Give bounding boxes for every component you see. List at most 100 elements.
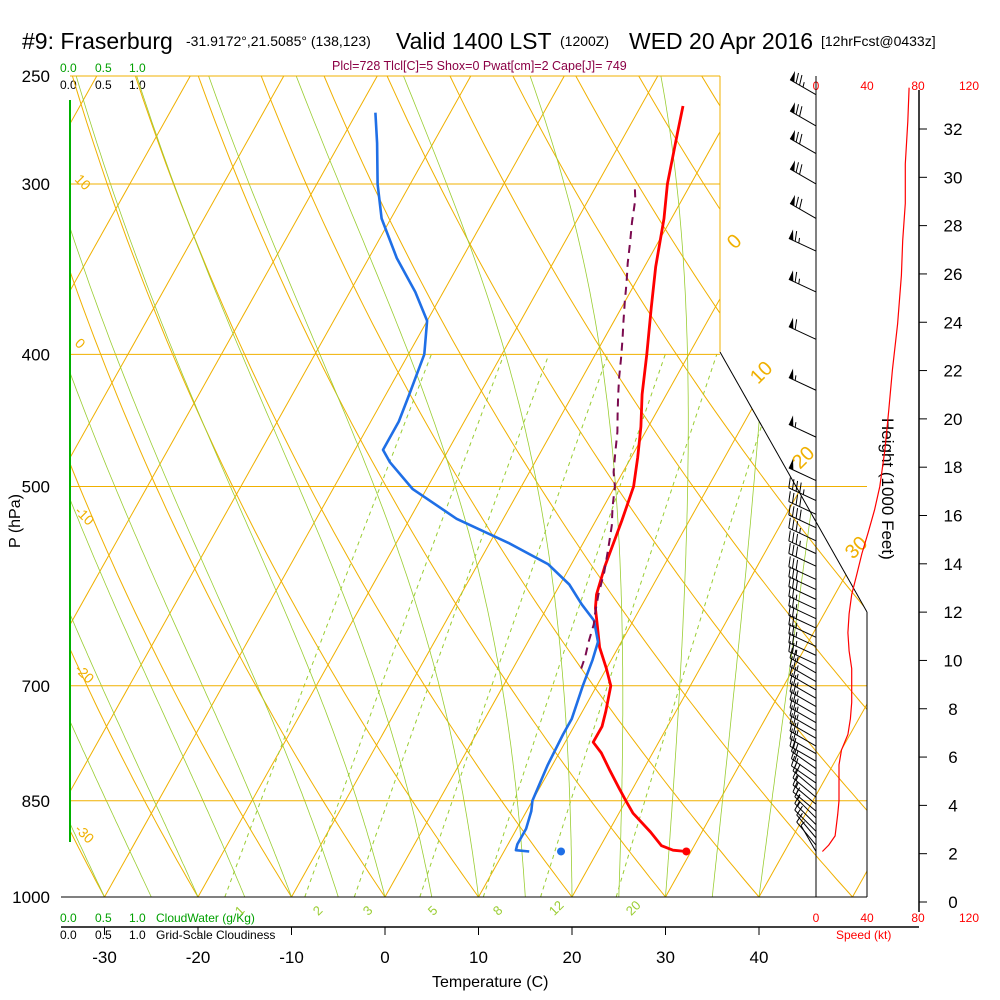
- wind-barb-half: [795, 631, 798, 638]
- wind-barb-full: [795, 559, 799, 571]
- cloud-bottom-green-2: 1.0: [129, 911, 146, 925]
- wind-barb: [788, 530, 817, 555]
- wind-barb-full: [788, 517, 791, 529]
- wind-barb-full: [788, 530, 791, 542]
- wind-barb-full: [794, 271, 798, 283]
- wind-barb-full: [799, 509, 802, 521]
- cloud-top-green-1: 0.5: [95, 61, 112, 75]
- cloud-top-black-2: 1.0: [129, 78, 146, 92]
- wind-barb-staff: [788, 467, 817, 482]
- wind-barb-staff: [788, 642, 817, 656]
- wind-barb: [789, 735, 817, 762]
- moist-adiabat-line: [136, 76, 433, 897]
- wind-barb-half: [798, 237, 801, 244]
- wind-barb-pennant: [790, 194, 796, 206]
- wind-barb-full: [792, 730, 797, 741]
- moist-adiabat-line: [660, 76, 689, 897]
- wind-barb-full: [794, 758, 799, 769]
- plot-area: [70, 76, 867, 897]
- valid-time-z: (1200Z): [560, 33, 609, 49]
- moist-adiabat-line: [70, 76, 246, 897]
- wind-barb: [789, 713, 817, 739]
- speed-top-80: 80: [911, 79, 925, 93]
- parcel-profile-line: [580, 183, 637, 669]
- wind-barb: [788, 566, 817, 590]
- wind-barb-staff: [791, 750, 817, 769]
- wind-barb: [789, 728, 817, 755]
- mixing-ratio-label: 2: [310, 903, 326, 919]
- wind-barb: [788, 556, 817, 580]
- wind-barb-half: [795, 775, 799, 781]
- wind-barb-full: [788, 477, 791, 488]
- valid-date: WED 20 Apr 2016: [629, 28, 813, 54]
- wind-barb-full: [799, 496, 802, 507]
- dry-adiabat-line: [70, 76, 311, 897]
- wind-barb-staff: [788, 237, 817, 252]
- dry-adiabat-label: 0: [72, 335, 89, 352]
- cloud-bottom-black-2: 1.0: [129, 928, 146, 942]
- wind-barb-half: [795, 649, 798, 656]
- x-tick-label: 10: [469, 948, 488, 967]
- wind-barb-staff: [792, 784, 817, 805]
- wind-barb-full: [792, 722, 797, 734]
- temperature-profile-line: [591, 105, 687, 853]
- pressure-tick-label: 500: [22, 478, 50, 497]
- height-tick-label: 12: [944, 603, 963, 622]
- cloud-top-green-2: 1.0: [129, 61, 146, 75]
- wind-barb-full: [788, 504, 791, 516]
- wind-barb-full: [794, 750, 799, 762]
- mixing-ratio-label: 3: [360, 903, 376, 919]
- wind-barb-full: [791, 479, 795, 490]
- wind-barb: [789, 656, 817, 682]
- wind-barb-full: [792, 658, 797, 669]
- wind-barb-staff: [789, 745, 817, 762]
- wind-barb: [789, 720, 817, 747]
- speed-top-120: 120: [959, 79, 979, 93]
- x-tick-label: -10: [279, 948, 304, 967]
- wind-barbs: [788, 70, 817, 852]
- mixing-ratio-line: [615, 354, 785, 897]
- mixing-ratio-line: [353, 354, 550, 897]
- wind-barb-full: [791, 544, 795, 556]
- wind-barb-pennant: [788, 415, 794, 427]
- height-tick-label: 16: [944, 507, 963, 526]
- cloud-top-black-0: 0.0: [60, 78, 77, 92]
- wind-barb: [788, 368, 817, 391]
- x-tick-label: -20: [186, 948, 211, 967]
- moist-adiabat-line: [70, 76, 292, 897]
- wind-barb-staff: [788, 586, 817, 600]
- wind-barb-staff: [789, 110, 817, 127]
- wind-barb-full: [792, 691, 797, 702]
- wind-barb-half: [797, 801, 801, 807]
- wind-barb-full: [799, 482, 802, 494]
- wind-barb: [788, 543, 817, 567]
- wind-barb-half: [798, 278, 801, 284]
- height-tick-label: 20: [944, 410, 963, 429]
- wind-barb-full: [792, 737, 797, 749]
- wind-barb-full: [788, 576, 791, 587]
- wind-barb-half: [795, 640, 798, 647]
- wind-barb: [788, 477, 817, 501]
- dewpoint-surface-point: [557, 847, 566, 856]
- wind-barb: [790, 748, 817, 777]
- wind-barb-pennant: [790, 129, 796, 142]
- mixing-ratio-line: [540, 354, 718, 897]
- wind-barb-full: [789, 705, 793, 716]
- temperature-surface-point: [682, 847, 691, 856]
- wind-barb-full: [790, 741, 796, 752]
- wind-barb-staff: [789, 722, 817, 739]
- mixing-ratio-label: 8: [490, 903, 506, 919]
- wind-barb-staff: [791, 765, 817, 784]
- wind-barb-staff: [788, 576, 817, 590]
- wind-barb-half: [795, 604, 798, 610]
- mixing-ratio-line: [482, 354, 666, 897]
- wind-barb-full: [795, 507, 799, 519]
- moist-adiabat-line: [403, 76, 573, 897]
- wind-barb: [789, 689, 817, 716]
- wind-barb-full: [794, 743, 799, 754]
- wind-barb-staff: [794, 796, 817, 819]
- wind-barb-full: [792, 707, 797, 718]
- pressure-tick-label: 850: [22, 792, 50, 811]
- x-tick-label: 0: [380, 948, 389, 967]
